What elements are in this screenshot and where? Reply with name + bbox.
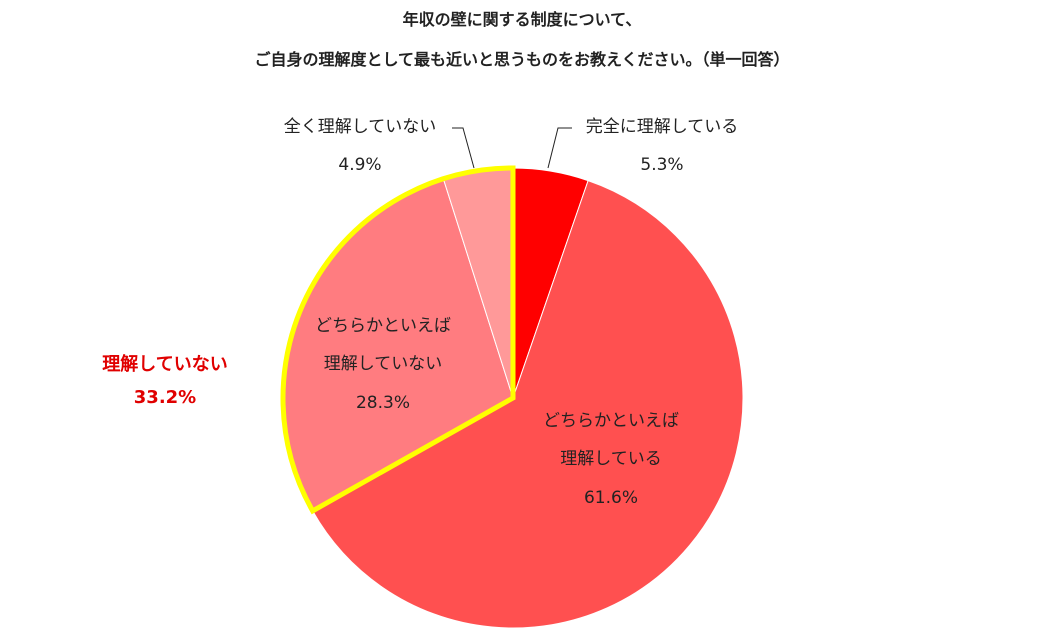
leader-line: [547, 127, 572, 169]
slice-label: 完全に理解している: [585, 117, 739, 137]
slice-label: どちらかといえば 理解していない: [315, 316, 451, 374]
value-label: 4.9%: [338, 155, 382, 175]
chart-title: 年収の壁に関する制度について、 ご自身の理解度として最も近いと思うものをお教えく…: [254, 10, 790, 69]
highlight-outline: [280, 165, 516, 515]
value-label: 5.3%: [640, 155, 684, 175]
highlight-value: 33.2%: [133, 387, 197, 408]
value-label: 61.6%: [583, 488, 639, 508]
highlight-label: 理解していない: [102, 354, 228, 375]
value-label: 28.3%: [355, 393, 411, 413]
pie-slice: [311, 179, 744, 629]
leader-line: [452, 127, 475, 169]
slice-label: 全く理解していない: [283, 117, 437, 137]
slice-label: どちらかといえば 理解している: [543, 411, 679, 469]
